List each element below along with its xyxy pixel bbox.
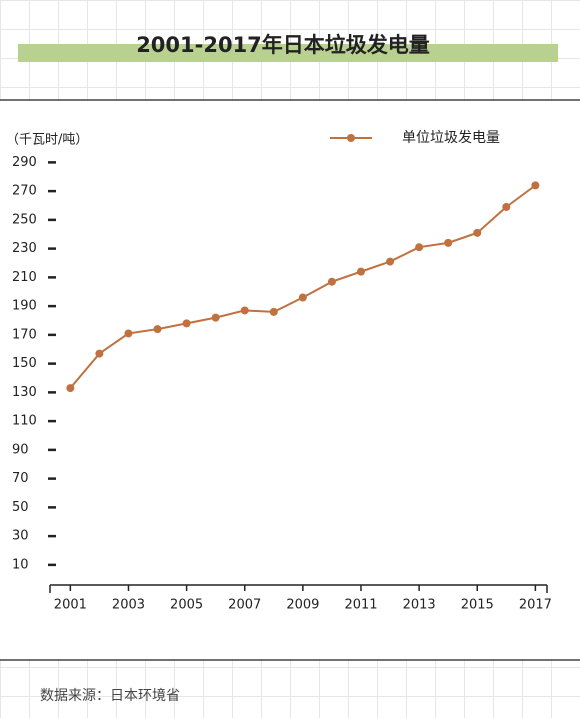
y-tick-label: 290 <box>12 155 37 170</box>
y-tick-label: 230 <box>12 241 37 256</box>
x-tick-label: 2005 <box>170 598 203 613</box>
title-band <box>18 44 558 62</box>
y-tick-label: 190 <box>12 299 37 314</box>
chart-title: 2001-2017年日本垃圾发电量 <box>136 33 430 57</box>
y-tick-label: 250 <box>12 212 37 227</box>
y-tick-label: 150 <box>12 356 37 371</box>
legend-marker <box>347 134 355 142</box>
data-point <box>66 384 75 393</box>
y-unit: （千瓦时/吨） <box>6 133 88 148</box>
data-point <box>211 313 220 322</box>
data-point <box>124 329 133 338</box>
y-tick-label: 210 <box>12 270 37 285</box>
y-tick-label: 70 <box>12 471 29 486</box>
data-point <box>182 319 191 328</box>
source: 数据来源：日本环境省 <box>40 688 180 704</box>
data-point <box>95 349 104 358</box>
x-tick-label: 2013 <box>403 598 436 613</box>
y-tick-label: 90 <box>12 442 29 457</box>
data-point <box>298 293 307 302</box>
y-tick-label: 110 <box>12 414 37 429</box>
data-point <box>356 267 365 276</box>
data-point <box>327 277 336 286</box>
y-tick-label: 50 <box>12 500 29 515</box>
y-tick-label: 170 <box>12 327 37 342</box>
y-tick-label: 270 <box>12 184 37 199</box>
x-tick-label: 2017 <box>519 598 552 613</box>
data-point <box>502 202 511 211</box>
y-tick-label: 10 <box>12 557 29 572</box>
data-point <box>473 228 482 237</box>
x-tick-label: 2009 <box>286 598 319 613</box>
data-point <box>240 306 249 315</box>
y-tick-label: 30 <box>12 529 29 544</box>
data-point <box>444 238 453 247</box>
x-tick-label: 2003 <box>112 598 145 613</box>
y-tick-label: 130 <box>12 385 37 400</box>
plot-panel <box>0 101 580 659</box>
data-point <box>531 181 540 190</box>
data-point <box>415 243 424 252</box>
x-tick-label: 2015 <box>461 598 494 613</box>
legend-label: 单位垃圾发电量 <box>402 130 500 146</box>
x-tick-label: 2011 <box>344 598 377 613</box>
data-point <box>386 257 395 266</box>
data-point <box>153 325 162 334</box>
data-point <box>269 307 278 316</box>
x-tick-label: 2007 <box>228 598 261 613</box>
x-tick-label: 2001 <box>54 598 87 613</box>
